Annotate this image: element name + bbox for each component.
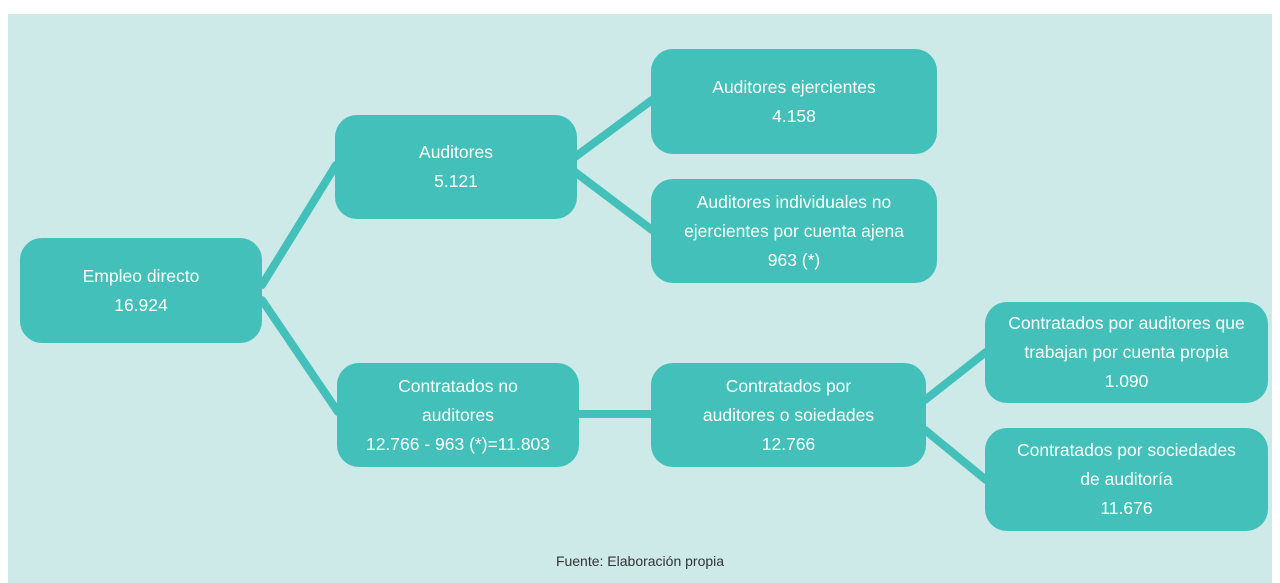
node: Empleo directo 16.924 [20, 238, 262, 343]
node-text: Auditores individuales no [696, 191, 892, 212]
node-text: 11.676 [1100, 498, 1153, 518]
connector [571, 96, 656, 161]
connector [921, 348, 990, 404]
node-text: auditores [422, 404, 494, 425]
node-text: 12.766 [761, 433, 816, 454]
node-text: Auditores [419, 142, 493, 162]
node-text: Contratados por auditores que [1008, 313, 1245, 333]
node: Contratados por auditores que trabajan po… [985, 302, 1268, 403]
node-text: trabajan por cuenta propia [1024, 342, 1229, 362]
node-text: ejercientes por cuenta ajena [684, 220, 904, 241]
node-text: Empleo directo [82, 265, 200, 286]
node-text: Auditores ejercientes [712, 76, 876, 97]
node-text: 963 (*) [767, 249, 821, 270]
node-text: 1.090 [1104, 371, 1149, 391]
node: Auditores individuales no ejercientes por… [651, 179, 937, 283]
node: Auditores ejercientes 4.158 [651, 49, 937, 154]
node-text: 4.158 [772, 105, 816, 126]
node-text: Contratados no [398, 375, 518, 396]
node: Contratados no auditores 12.766 - 963 (*)=… [337, 363, 579, 467]
node: Auditores 5.121 [335, 115, 577, 219]
node-text: auditores o soiedades [702, 404, 875, 425]
node: Contratados por auditores o soiedades 12.7… [651, 363, 926, 467]
node: Contratados por sociedades de auditoría 11… [985, 428, 1268, 531]
connector [258, 296, 342, 416]
node-text: 12.766 - 963 (*)=11.803 [365, 433, 551, 454]
connector [258, 161, 340, 289]
node-text: de auditoría [1080, 469, 1173, 489]
node-text: 5.121 [434, 171, 478, 191]
node-text: Contratados por [725, 375, 852, 396]
node-text: Contratados por sociedades [1017, 440, 1236, 460]
connector [921, 426, 990, 484]
connector [571, 168, 656, 234]
footer: Fuente: Elaboración propia [555, 553, 725, 569]
node-text: 16.924 [114, 294, 168, 315]
